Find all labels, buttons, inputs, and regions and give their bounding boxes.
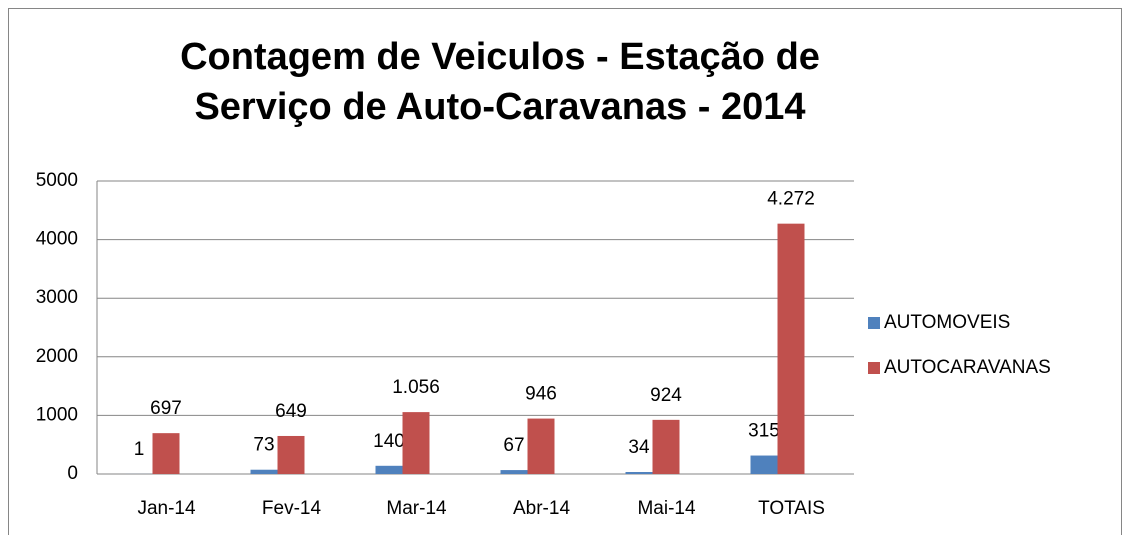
bar [777, 223, 805, 474]
data-label: 34 [628, 437, 650, 458]
y-tick-label: 4000 [36, 229, 78, 250]
y-tick-label: 1000 [36, 404, 78, 425]
data-label: 1.056 [392, 377, 440, 398]
bar [152, 433, 180, 474]
data-label: 4.272 [767, 189, 815, 210]
y-tick-label: 0 [67, 463, 78, 484]
bar [652, 419, 680, 474]
data-label: 946 [525, 384, 557, 405]
legend-swatch [868, 362, 880, 374]
bar [750, 455, 778, 474]
legend-label: AUTOCARAVANAS [884, 357, 1051, 378]
x-tick-label: Mar-14 [386, 498, 447, 519]
data-label: 315 [748, 421, 780, 442]
x-tick-label: Fev-14 [262, 498, 322, 519]
data-label: 73 [253, 435, 274, 456]
data-label: 67 [503, 435, 524, 456]
y-tick-label: 5000 [36, 170, 78, 191]
legend-swatch [868, 317, 880, 329]
bar [250, 469, 278, 474]
data-label: 697 [150, 398, 182, 419]
bar [402, 412, 430, 474]
bar [277, 435, 305, 474]
y-tick-label: 2000 [36, 346, 78, 367]
bar [375, 465, 403, 474]
x-tick-label: Abr-14 [513, 498, 570, 519]
data-label: 924 [650, 385, 682, 406]
y-tick-label: 3000 [36, 287, 78, 308]
bar [500, 470, 528, 474]
data-label: 649 [275, 401, 307, 422]
bar [527, 418, 555, 474]
x-tick-label: TOTAIS [758, 498, 825, 519]
x-tick-label: Mai-14 [637, 498, 696, 519]
legend-label: AUTOMOVEIS [884, 312, 1010, 333]
bar [625, 472, 653, 474]
data-label: 1 [134, 439, 145, 460]
x-tick-label: Jan-14 [137, 498, 196, 519]
data-label: 140 [373, 431, 405, 452]
chart-title: Contagem de Veiculos - Estação de Serviç… [180, 36, 820, 128]
chart-frame [8, 8, 1122, 535]
